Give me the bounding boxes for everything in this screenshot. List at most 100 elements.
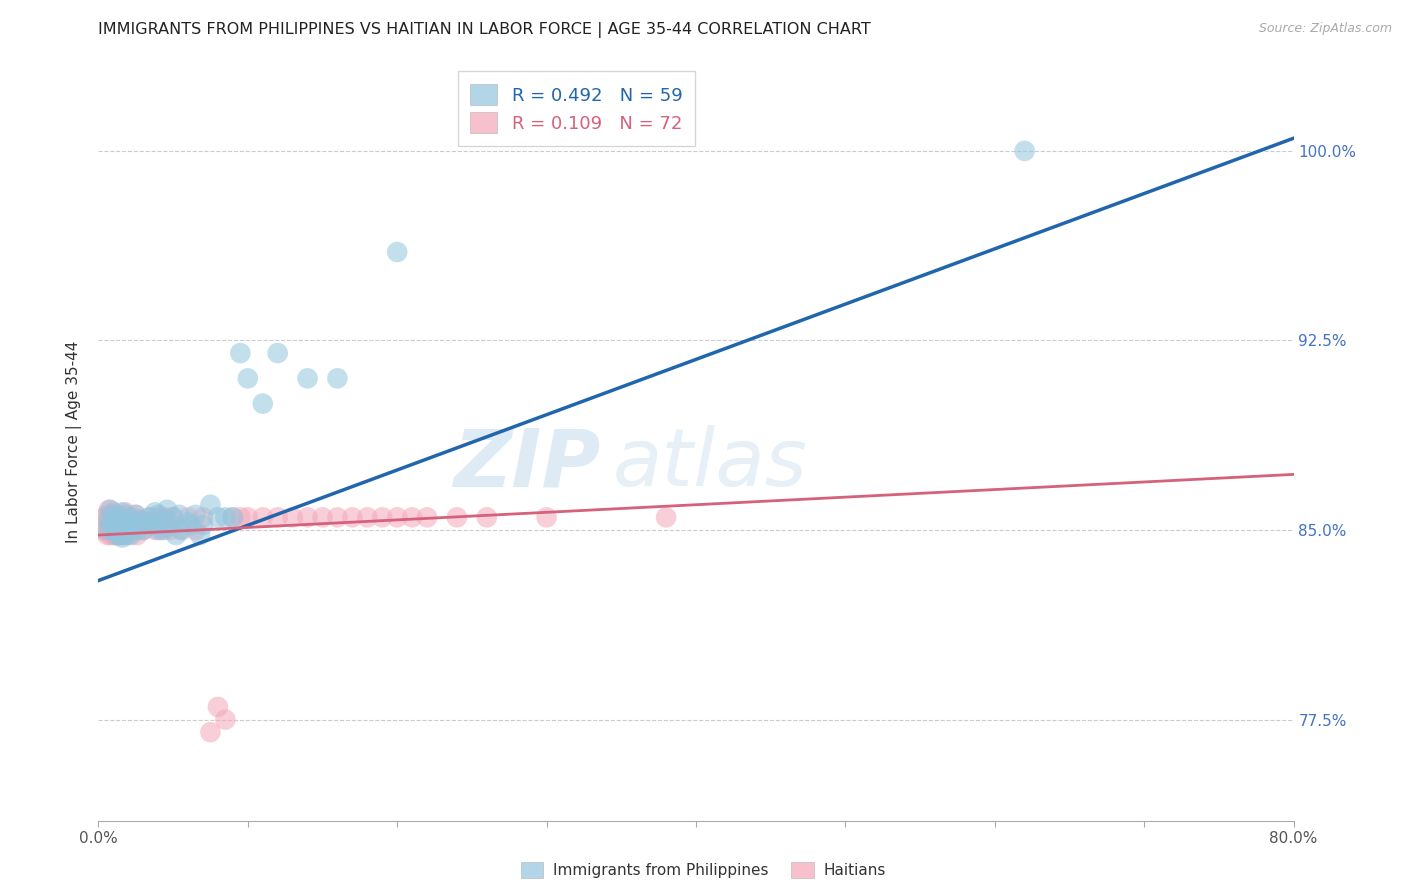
Legend: Immigrants from Philippines, Haitians: Immigrants from Philippines, Haitians xyxy=(515,856,891,884)
Point xyxy=(153,523,176,537)
Point xyxy=(103,523,125,537)
Point xyxy=(180,517,202,532)
Point xyxy=(132,523,155,537)
Text: ZIP: ZIP xyxy=(453,425,600,503)
Point xyxy=(111,523,134,537)
Point xyxy=(117,523,139,537)
Point xyxy=(103,517,125,532)
Point xyxy=(127,528,149,542)
Point xyxy=(103,508,125,522)
Point xyxy=(96,508,118,522)
Point xyxy=(536,510,558,524)
Point xyxy=(101,523,124,537)
Point xyxy=(297,510,319,524)
Point xyxy=(252,510,274,524)
Point xyxy=(112,528,135,542)
Point xyxy=(177,516,200,530)
Point xyxy=(159,517,181,532)
Point xyxy=(110,510,132,524)
Point xyxy=(98,517,122,532)
Point xyxy=(1014,144,1036,158)
Point xyxy=(184,508,207,522)
Point xyxy=(104,523,127,537)
Point xyxy=(135,516,157,530)
Point xyxy=(207,699,229,714)
Point xyxy=(132,523,155,537)
Point xyxy=(129,513,152,527)
Point xyxy=(167,508,190,522)
Legend: R = 0.492   N = 59, R = 0.109   N = 72: R = 0.492 N = 59, R = 0.109 N = 72 xyxy=(458,71,695,145)
Point xyxy=(162,510,184,524)
Point xyxy=(129,513,152,527)
Point xyxy=(148,523,170,537)
Point xyxy=(156,502,179,516)
Y-axis label: In Labor Force | Age 35-44: In Labor Force | Age 35-44 xyxy=(66,341,83,542)
Point xyxy=(229,346,252,360)
Point xyxy=(281,510,304,524)
Point xyxy=(177,510,200,524)
Point xyxy=(111,517,134,532)
Point xyxy=(124,523,146,537)
Point xyxy=(150,516,173,530)
Point xyxy=(342,510,364,524)
Point xyxy=(105,516,128,530)
Point xyxy=(111,531,134,545)
Point xyxy=(385,510,409,524)
Point xyxy=(162,510,184,524)
Text: IMMIGRANTS FROM PHILIPPINES VS HAITIAN IN LABOR FORCE | AGE 35-44 CORRELATION CH: IMMIGRANTS FROM PHILIPPINES VS HAITIAN I… xyxy=(98,22,872,38)
Point xyxy=(191,517,214,532)
Point xyxy=(139,510,162,524)
Point xyxy=(107,508,129,522)
Point xyxy=(120,528,142,542)
Point xyxy=(416,510,439,524)
Point xyxy=(98,502,122,516)
Point xyxy=(105,528,128,542)
Point xyxy=(252,396,274,410)
Point xyxy=(356,510,378,524)
Point xyxy=(103,528,125,542)
Point xyxy=(91,523,114,537)
Point xyxy=(297,371,319,385)
Point xyxy=(114,528,136,542)
Point xyxy=(165,528,187,542)
Point xyxy=(143,505,166,519)
Point xyxy=(150,523,173,537)
Point xyxy=(110,528,132,542)
Point xyxy=(98,528,122,542)
Point xyxy=(236,510,259,524)
Point xyxy=(103,516,125,530)
Point xyxy=(125,508,148,522)
Point xyxy=(93,510,115,524)
Point xyxy=(111,505,134,519)
Point xyxy=(326,510,349,524)
Point xyxy=(94,523,117,537)
Point xyxy=(200,725,222,739)
Point xyxy=(120,513,142,527)
Point xyxy=(135,516,157,530)
Point xyxy=(98,513,122,527)
Point xyxy=(96,528,118,542)
Point xyxy=(138,510,160,524)
Point xyxy=(108,517,131,532)
Point xyxy=(105,528,128,542)
Point xyxy=(124,517,146,532)
Point xyxy=(172,523,194,537)
Point xyxy=(184,523,207,537)
Point xyxy=(103,505,125,519)
Point xyxy=(326,371,349,385)
Point xyxy=(97,517,120,532)
Point xyxy=(97,510,120,524)
Point xyxy=(169,523,191,537)
Point xyxy=(111,513,134,527)
Point xyxy=(200,498,222,512)
Point xyxy=(311,510,333,524)
Point xyxy=(385,244,409,259)
Point xyxy=(191,510,214,524)
Point xyxy=(125,508,148,522)
Point xyxy=(446,510,468,524)
Point xyxy=(475,510,498,524)
Point xyxy=(108,528,131,542)
Point xyxy=(655,510,678,524)
Point xyxy=(107,523,129,537)
Point xyxy=(188,528,211,542)
